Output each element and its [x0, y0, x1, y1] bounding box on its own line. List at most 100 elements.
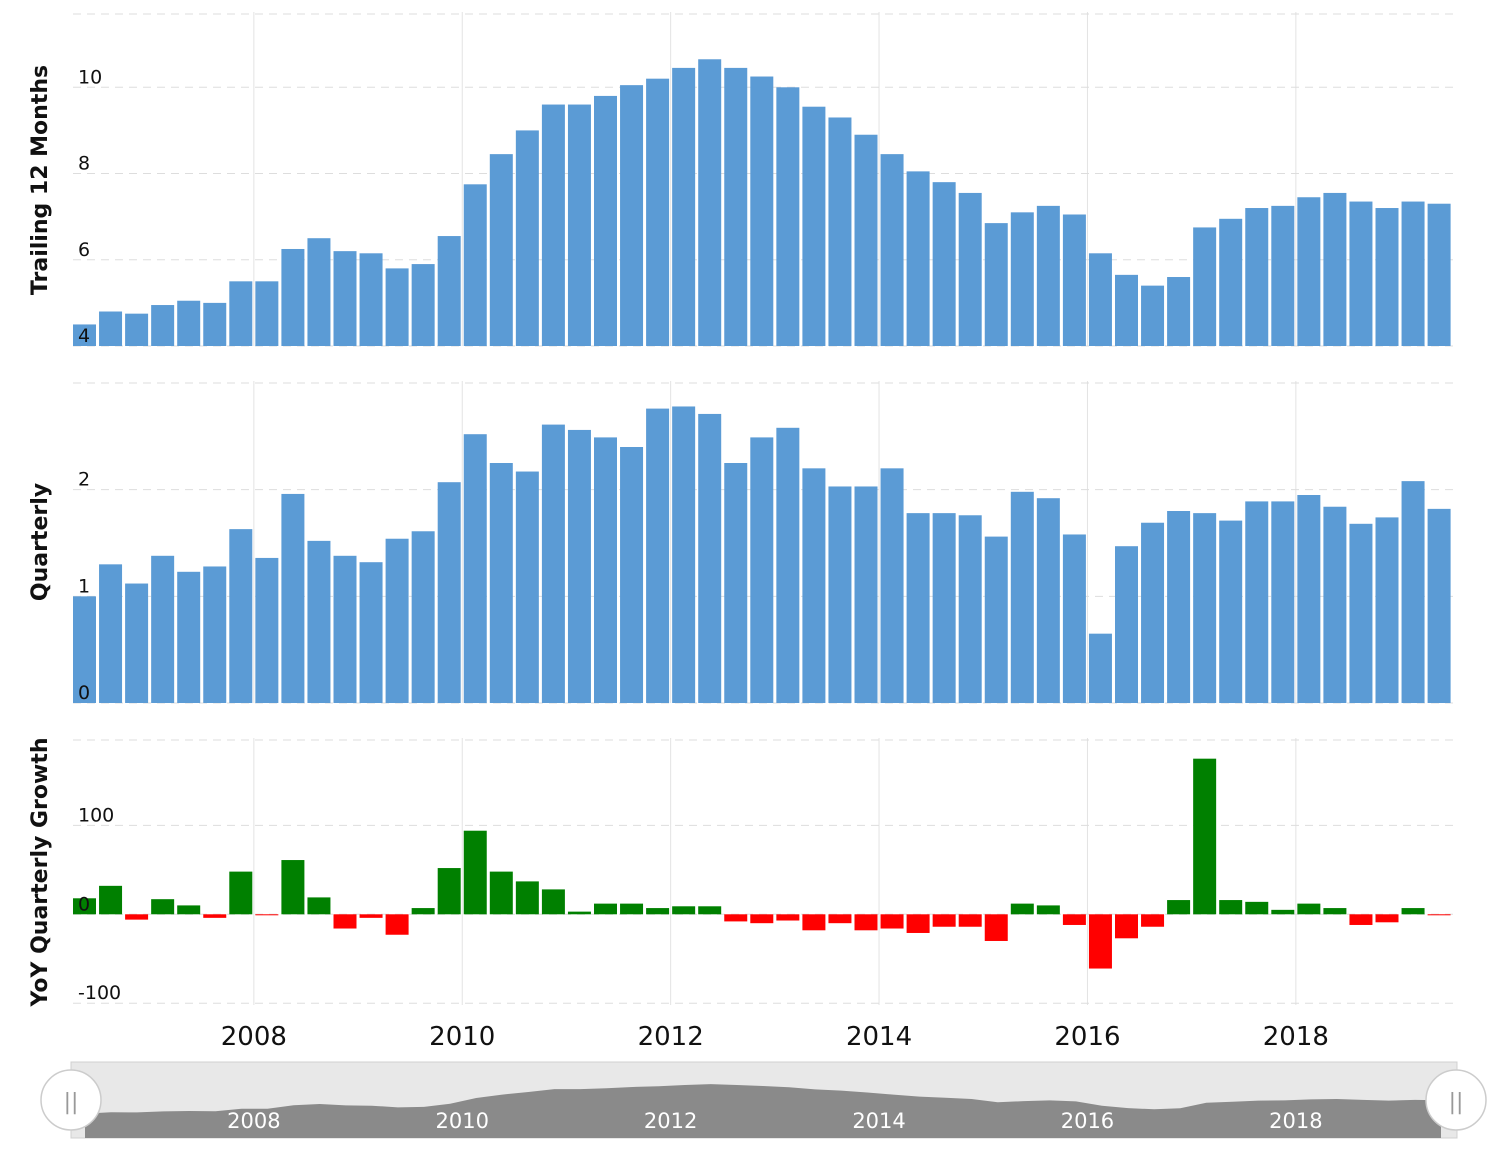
panel-2-bar[interactable]: [307, 540, 331, 703]
panel-1-bar[interactable]: [828, 117, 852, 346]
panel-1-bar[interactable]: [489, 154, 513, 346]
panel-1-bar[interactable]: [1088, 253, 1112, 346]
panel-1-bar[interactable]: [1141, 285, 1165, 346]
panel-3-bar[interactable]: [1349, 914, 1373, 925]
panel-3-bar[interactable]: [385, 914, 409, 935]
panel-2-bar[interactable]: [255, 557, 279, 703]
panel-2-bar[interactable]: [1036, 498, 1060, 703]
panel-3-bar[interactable]: [802, 914, 826, 931]
navigator-right-handle[interactable]: ||: [1425, 1069, 1487, 1131]
panel-3-bar[interactable]: [1297, 903, 1321, 915]
panel-2-bar[interactable]: [802, 468, 826, 703]
panel-3-bar[interactable]: [932, 914, 956, 927]
panel-3-bar[interactable]: [333, 914, 357, 929]
panel-1-bar[interactable]: [151, 305, 175, 346]
panel-3-bar[interactable]: [958, 914, 982, 927]
panel-2-bar[interactable]: [1167, 511, 1191, 703]
panel-3-bar[interactable]: [541, 889, 565, 915]
panel-2-bar[interactable]: [515, 471, 539, 703]
panel-3-bar[interactable]: [463, 830, 487, 915]
panel-1-bar[interactable]: [984, 223, 1008, 346]
panel-2-bar[interactable]: [958, 515, 982, 703]
panel-2-bar[interactable]: [463, 434, 487, 703]
panel-3-bar[interactable]: [1427, 914, 1451, 916]
panel-2-bar[interactable]: [698, 413, 722, 703]
panel-1-bar[interactable]: [177, 300, 201, 346]
panel-2-bar[interactable]: [1349, 523, 1373, 703]
panel-2-bar[interactable]: [73, 596, 96, 703]
panel-3-bar[interactable]: [1167, 900, 1191, 915]
panel-2-bar[interactable]: [359, 562, 383, 703]
panel-1-bar[interactable]: [906, 171, 930, 346]
panel-2-bar[interactable]: [984, 536, 1008, 703]
panel-3-bar[interactable]: [281, 860, 305, 915]
panel-2-bar[interactable]: [880, 468, 904, 703]
panel-1-bar[interactable]: [1401, 201, 1425, 346]
panel-2-bar[interactable]: [333, 555, 357, 703]
panel-3-bar[interactable]: [255, 914, 279, 916]
panel-3-bar[interactable]: [1115, 914, 1138, 939]
panel-2-bar[interactable]: [411, 531, 435, 703]
panel-3-bar[interactable]: [151, 899, 175, 915]
panel-2-bar[interactable]: [1219, 520, 1243, 703]
panel-1-bar[interactable]: [229, 281, 253, 346]
panel-3-bar[interactable]: [620, 903, 644, 915]
panel-3-bar[interactable]: [73, 898, 96, 915]
panel-2-bar[interactable]: [1062, 534, 1086, 703]
panel-3-bar[interactable]: [1271, 909, 1295, 915]
panel-2-bar[interactable]: [1401, 481, 1425, 703]
panel-3-bar[interactable]: [125, 914, 149, 920]
panel-2-bar[interactable]: [672, 406, 696, 703]
panel-1-bar[interactable]: [1297, 197, 1321, 346]
panel-1-bar[interactable]: [1193, 227, 1217, 346]
panel-2-bar[interactable]: [932, 513, 956, 703]
panel-1-bar[interactable]: [724, 67, 748, 346]
panel-1-bar[interactable]: [73, 324, 96, 346]
panel-3-bar[interactable]: [776, 914, 800, 921]
panel-2-bar[interactable]: [385, 538, 409, 703]
panel-1-bar[interactable]: [776, 87, 800, 346]
panel-1-bar[interactable]: [307, 238, 331, 346]
panel-3-bar[interactable]: [359, 914, 383, 918]
panel-3-bar[interactable]: [411, 908, 435, 915]
panel-3-bar[interactable]: [1245, 901, 1269, 915]
panel-2-bar[interactable]: [203, 566, 227, 703]
panel-1-bar[interactable]: [802, 106, 826, 347]
panel-2-bar[interactable]: [1141, 522, 1165, 703]
panel-1-bar[interactable]: [750, 76, 774, 347]
panel-3-bar[interactable]: [698, 906, 722, 915]
panel-3-bar[interactable]: [828, 914, 852, 924]
panel-1-bar[interactable]: [99, 311, 123, 346]
panel-3-bar[interactable]: [984, 914, 1008, 941]
panel-2-bar[interactable]: [620, 447, 644, 703]
panel-2-bar[interactable]: [828, 486, 852, 703]
panel-2-bar[interactable]: [567, 429, 591, 703]
panel-3-bar[interactable]: [1062, 914, 1086, 925]
panel-2-bar[interactable]: [906, 513, 930, 703]
panel-2-bar[interactable]: [1193, 513, 1217, 703]
panel-1-bar[interactable]: [1010, 212, 1034, 346]
panel-3-bar[interactable]: [1088, 914, 1112, 969]
panel-1-bar[interactable]: [958, 192, 982, 346]
panel-1-bar[interactable]: [359, 253, 383, 346]
panel-2-bar[interactable]: [177, 571, 201, 703]
panel-2-bar[interactable]: [646, 408, 670, 703]
panel-3-bar[interactable]: [1401, 908, 1425, 915]
panel-2-bar[interactable]: [1088, 633, 1112, 703]
panel-2-bar[interactable]: [1323, 506, 1347, 703]
panel-1-bar[interactable]: [333, 251, 357, 346]
range-navigator[interactable]: 2008 2010 2012 2014 2016 2018 || ||: [40, 1061, 1487, 1139]
panel-3-bar[interactable]: [307, 897, 331, 915]
panel-1-bar[interactable]: [1323, 192, 1347, 346]
panel-2-bar[interactable]: [541, 424, 565, 703]
panel-1-bar[interactable]: [203, 302, 227, 346]
panel-1-bar[interactable]: [463, 184, 487, 346]
panel-1-bar[interactable]: [1062, 214, 1086, 346]
navigator-left-handle[interactable]: ||: [40, 1069, 102, 1131]
panel-1-bar[interactable]: [1219, 218, 1243, 346]
panel-2-bar[interactable]: [437, 482, 461, 703]
panel-3-bar[interactable]: [594, 903, 617, 915]
panel-2-bar[interactable]: [151, 555, 175, 703]
panel-1-bar[interactable]: [125, 313, 149, 346]
panel-2-bar[interactable]: [594, 437, 617, 703]
